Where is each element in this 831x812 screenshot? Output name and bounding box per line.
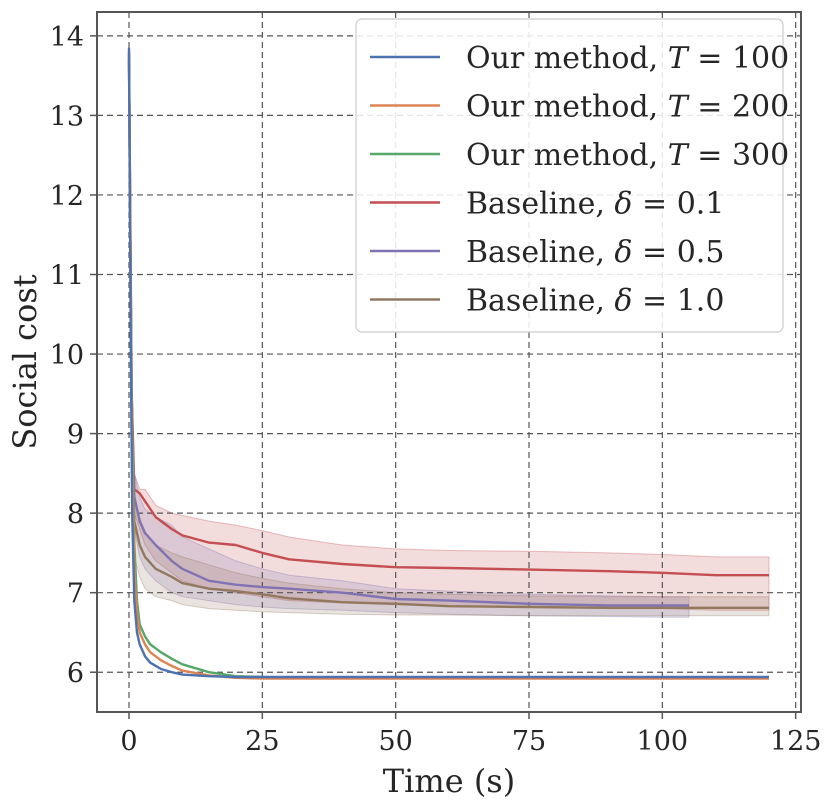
legend-label-2: Our method, T = 300	[466, 138, 789, 173]
legend-label-1: Our method, T = 200	[466, 90, 789, 125]
legend-label-0: Our method, T = 100	[466, 41, 789, 76]
legend: Our method, T = 100 Our method, T = 200 Ou…	[355, 18, 789, 333]
y-axis-label: Social cost	[6, 274, 44, 449]
plot-frame	[96, 11, 802, 713]
y-tick-label: 13	[50, 101, 84, 132]
y-tick-label: 8	[67, 499, 84, 530]
series-line-4	[127, 59, 689, 607]
legend-label-5: Baseline, δ = 1.0	[466, 284, 724, 319]
x-axis-ticks: 0 25 50 75 100 125	[120, 712, 821, 757]
legend-label-4: Baseline, δ = 0.5	[466, 235, 724, 270]
x-axis-label: Time (s)	[383, 762, 515, 800]
x-tick-label: 50	[378, 726, 412, 757]
x-tick-label: 75	[512, 726, 546, 757]
y-tick-label: 6	[67, 658, 84, 689]
y-tick-label: 14	[50, 22, 84, 53]
x-tick-label: 0	[120, 726, 137, 757]
x-tick-label: 100	[637, 726, 689, 757]
legend-label-3: Baseline, δ = 0.1	[466, 187, 724, 222]
y-tick-label: 12	[50, 181, 84, 212]
x-tick-label: 125	[770, 726, 822, 757]
legend-box	[355, 18, 784, 333]
series-line-5	[127, 59, 769, 609]
series-line-0	[127, 47, 769, 679]
y-tick-label: 9	[67, 420, 84, 451]
series-lines	[127, 47, 769, 680]
series-line-3	[127, 51, 769, 577]
y-tick-label: 11	[50, 261, 84, 292]
y-tick-label: 10	[50, 340, 84, 371]
x-tick-label: 25	[245, 726, 279, 757]
confidence-band-5	[128, 59, 770, 617]
confidence-band-3	[128, 51, 770, 611]
y-axis-ticks: 6 7 8 9 10 11 12 13 14	[50, 22, 97, 689]
y-tick-label: 7	[67, 579, 84, 610]
